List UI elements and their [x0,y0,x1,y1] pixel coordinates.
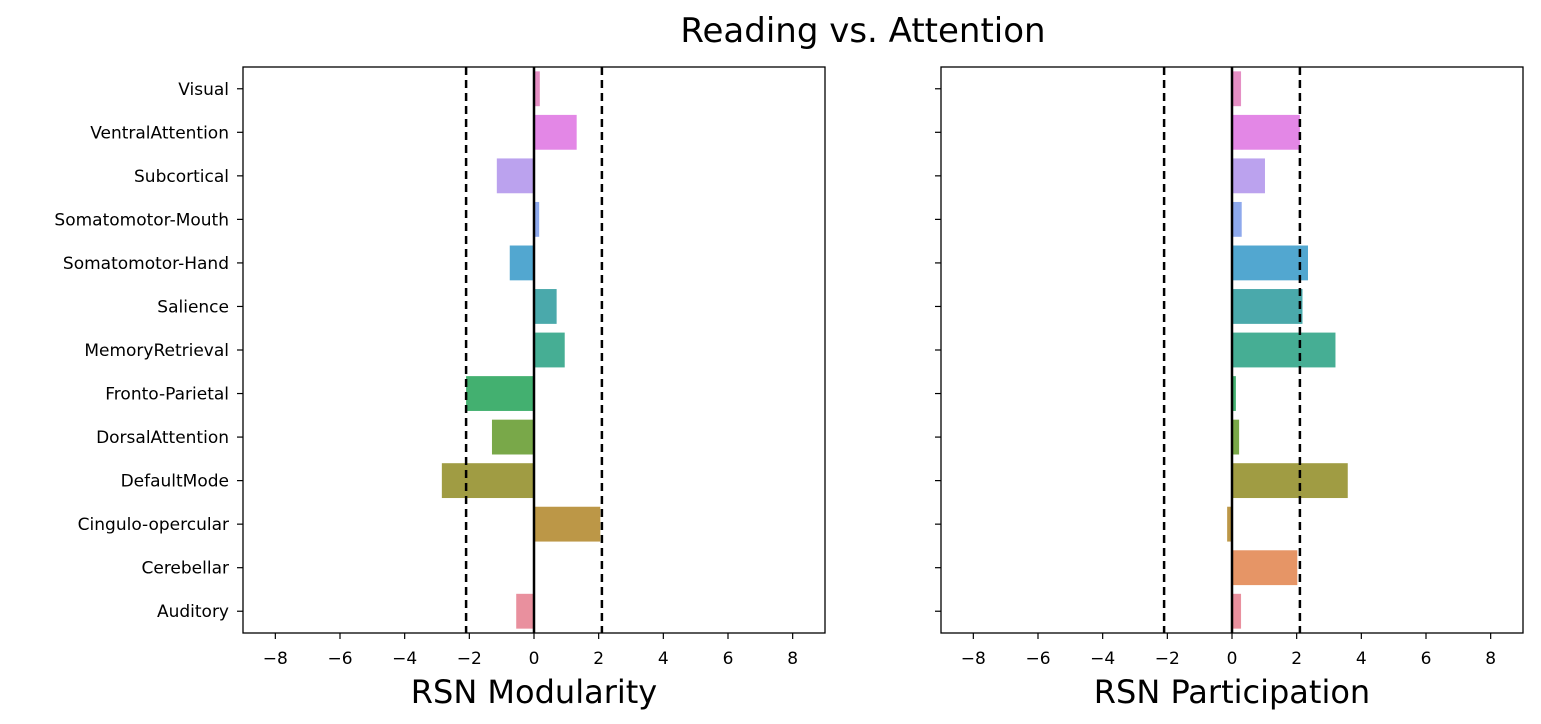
participation-bar-salience [1232,289,1303,324]
modularity-ytick-label-defaultmode: DefaultMode [121,472,229,492]
modularity-xtick-label: −8 [263,649,288,669]
modularity-bar-fronto-parietal [466,376,534,411]
participation-bar-cingulo-opercular [1227,506,1232,542]
participation-xtick-label: 8 [1485,649,1496,669]
participation-panel: −8 −6 −4 −2 0 2 4 6 8 RSN Participation [935,66,1524,711]
participation-xtick-label: −8 [961,649,986,669]
modularity-bar-defaultmode [441,463,534,499]
modularity-bar-somatomotor-mouth [534,201,540,237]
modularity-ytick-label-memoryretrieval: MemoryRetrieval [84,341,229,361]
participation-xtick-label: 0 [1227,649,1238,669]
modularity-bar-auditory [516,593,534,629]
participation-bar-fronto-parietal [1232,376,1236,411]
modularity-ytick-label-cerebellar: Cerebellar [141,559,229,579]
modularity-bar-salience [534,289,557,324]
modularity-ytick-label-visual: Visual [178,80,229,100]
modularity-xtick-label: −4 [392,649,417,669]
modularity-bar-cingulo-opercular [534,506,601,542]
participation-bar-somatomotor-hand [1232,245,1308,281]
modularity-xtick-label: 8 [787,649,798,669]
participation-bar-memoryretrieval [1232,332,1336,368]
modularity-xlabel: RSN Modularity [411,673,657,711]
modularity-ytick-label-cingulo-opercular: Cingulo-opercular [78,515,229,535]
modularity-panel: −8 −6 −4 −2 0 2 4 6 8 Visual VentralAttention Subco… [54,66,826,711]
participation-xtick-label: −6 [1025,649,1050,669]
participation-bar-defaultmode [1232,463,1348,499]
modularity-bar-visual [534,71,540,107]
participation-xtick-label: −2 [1155,649,1180,669]
participation-bar-cerebellar [1232,550,1298,586]
participation-bar-visual [1232,71,1242,107]
participation-bar-subcortical [1232,158,1265,194]
participation-xtick-label: 4 [1356,649,1367,669]
modularity-xtick-label: −6 [327,649,352,669]
modularity-bar-memoryretrieval [534,332,565,368]
modularity-xtick-label: 2 [593,649,604,669]
participation-bar-dorsalattention [1232,419,1240,455]
modularity-xtick-label: 0 [529,649,540,669]
modularity-ytick-label-salience: Salience [157,297,229,317]
modularity-bar-somatomotor-hand [509,245,534,281]
participation-bar-auditory [1232,593,1242,629]
modularity-ytick-label-dorsalattention: DorsalAttention [96,428,229,448]
participation-bar-somatomotor-mouth [1232,201,1242,237]
participation-xtick-label: 6 [1421,649,1432,669]
modularity-bar-ventralattention [534,114,577,150]
modularity-ytick-label-subcortical: Subcortical [134,167,229,187]
modularity-xtick-label: 6 [723,649,734,669]
modularity-ytick-label-fronto-parietal: Fronto-Parietal [105,385,229,405]
modularity-ytick-label-somatomotor-hand: Somatomotor-Hand [63,254,229,274]
participation-xtick-label: 2 [1291,649,1302,669]
modularity-ytick-label-auditory: Auditory [157,602,229,622]
modularity-xtick-label: −2 [457,649,482,669]
chart-title: Reading vs. Attention [680,11,1045,51]
modularity-xtick-label: 4 [658,649,669,669]
participation-xtick-label: −4 [1090,649,1115,669]
participation-bar-ventralattention [1232,114,1300,150]
modularity-bar-dorsalattention [491,419,534,455]
modularity-ytick-label-somatomotor-mouth: Somatomotor-Mouth [54,210,229,230]
modularity-ytick-label-ventralattention: VentralAttention [90,123,229,143]
participation-xlabel: RSN Participation [1094,673,1370,711]
modularity-bar-subcortical [496,158,534,194]
